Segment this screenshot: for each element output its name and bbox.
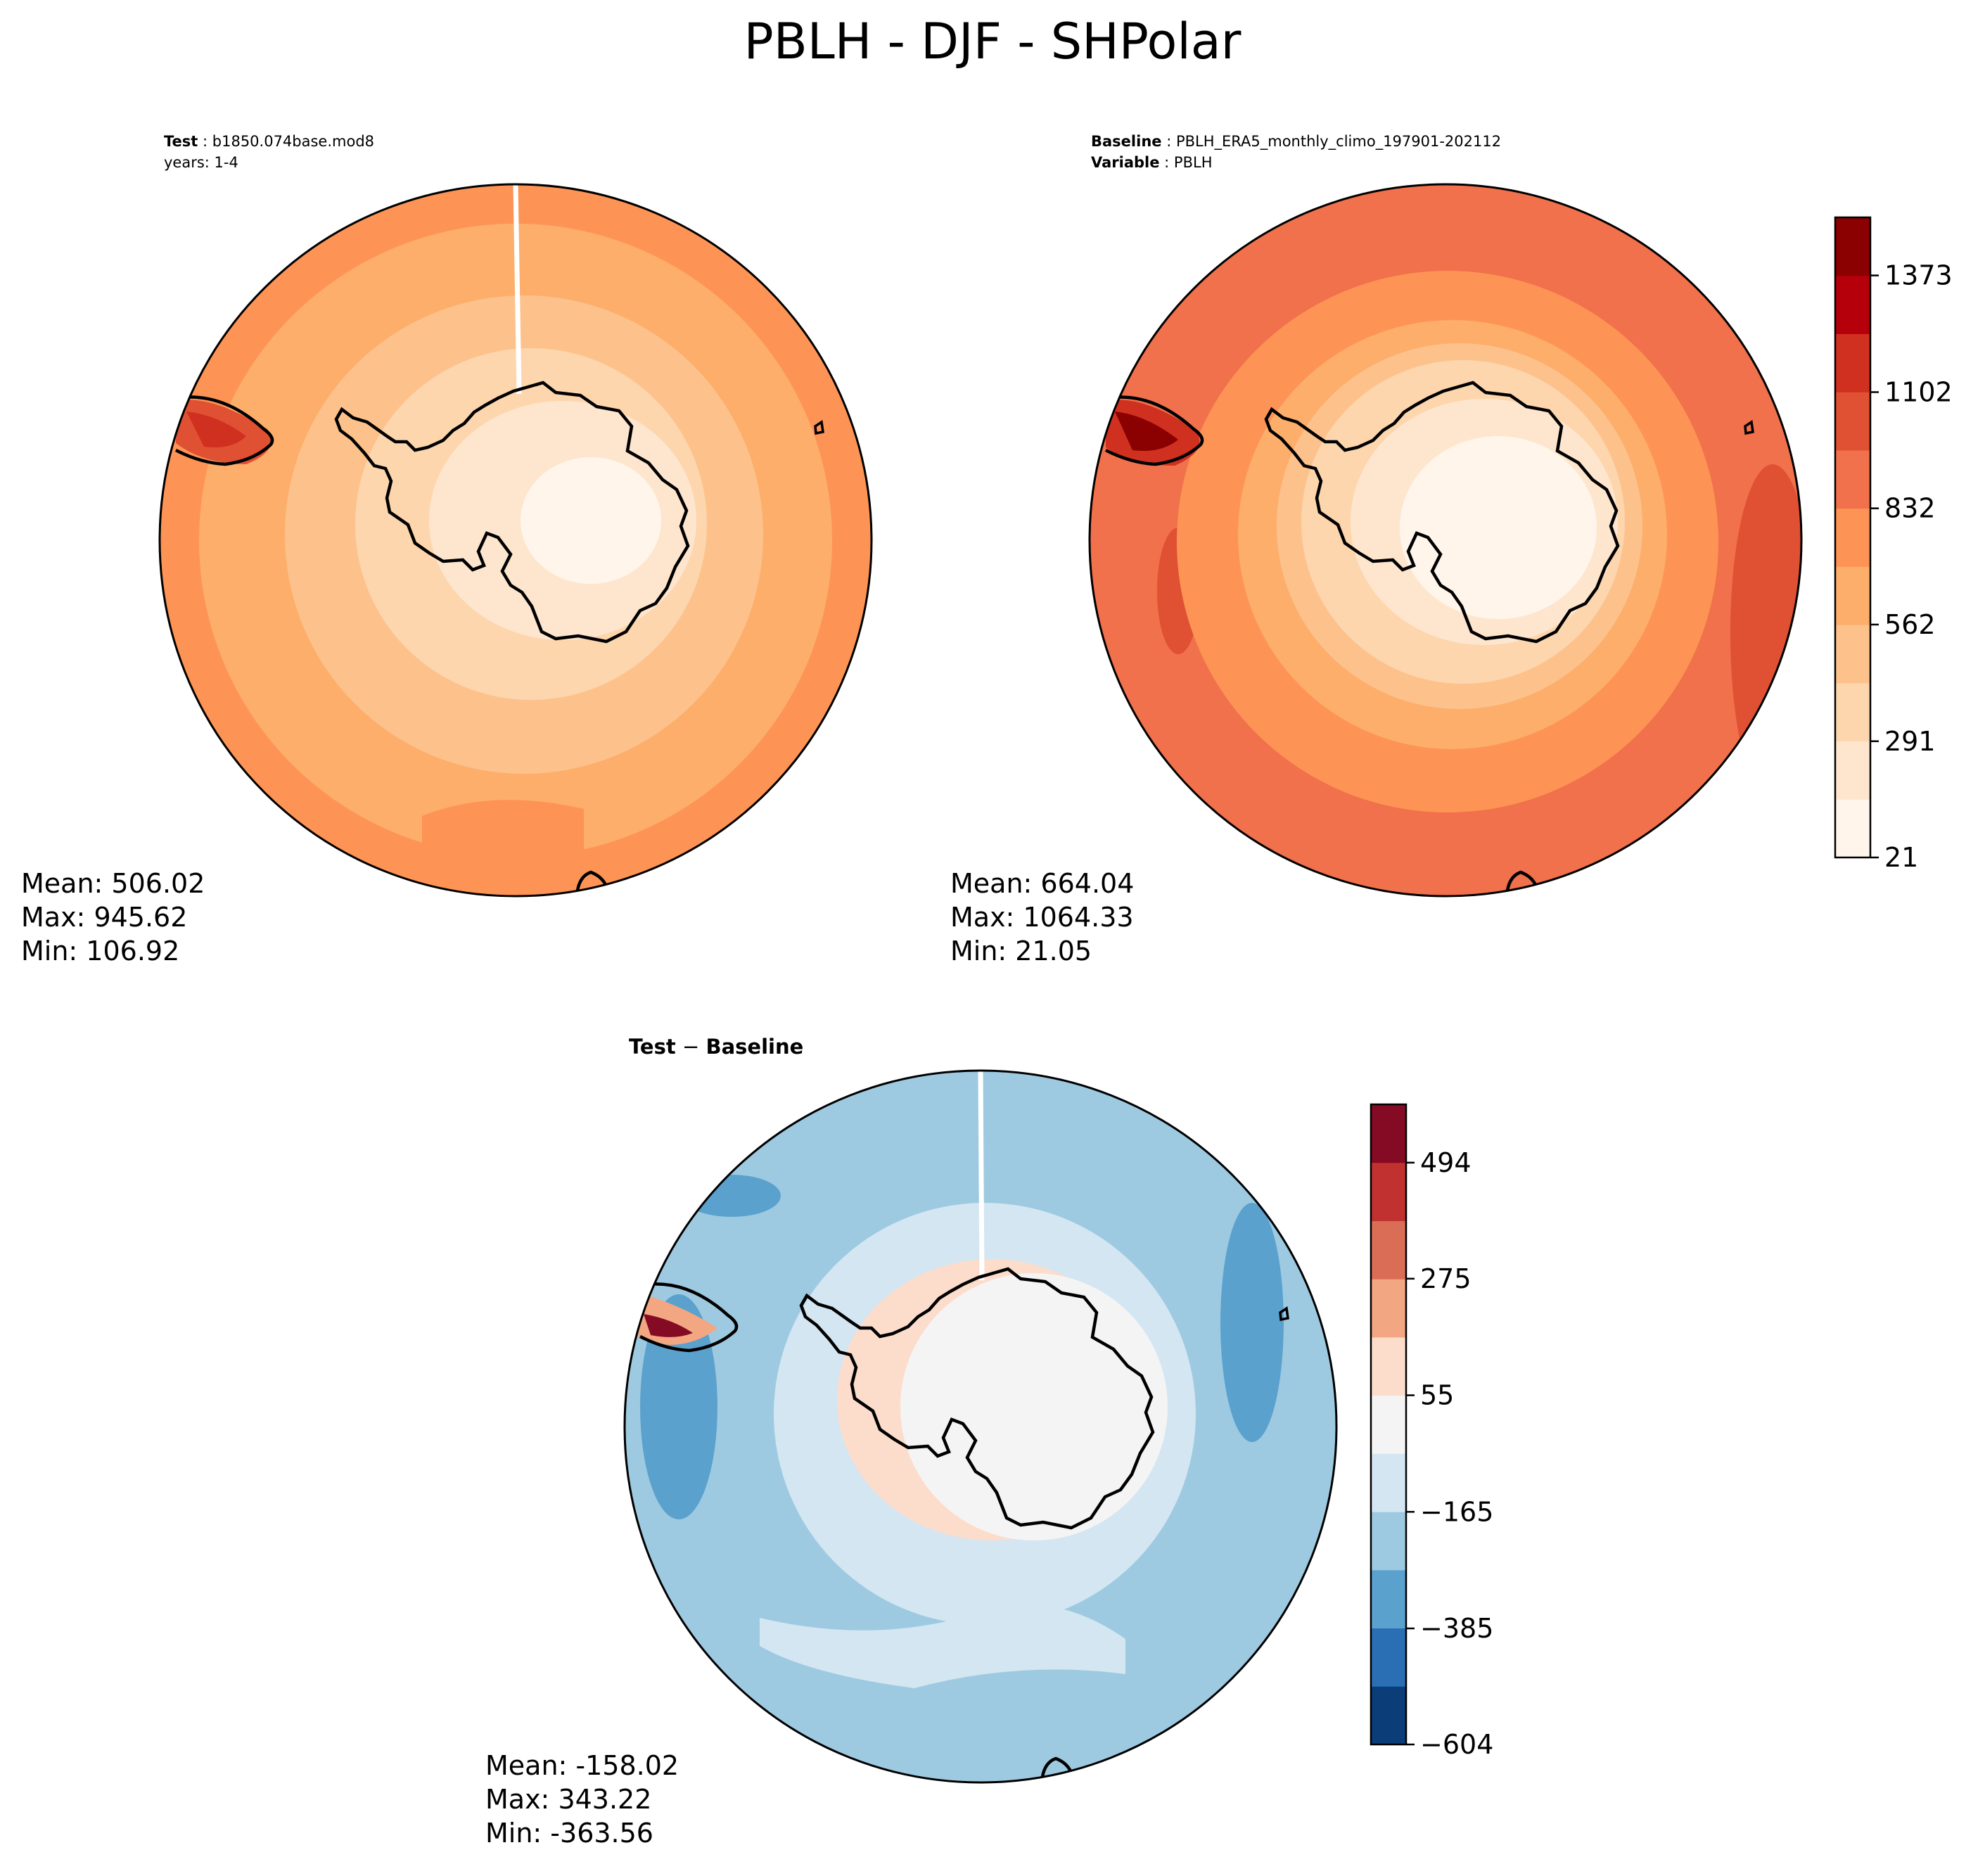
baseline-case-name: PBLH_ERA5_monthly_climo_197901-202112: [1175, 133, 1502, 150]
test-fill-core: [521, 457, 661, 584]
difference-seam: [978, 1071, 985, 1281]
difference-colorbar-level-2: [1371, 1569, 1406, 1629]
difference-map: [623, 1069, 1338, 1784]
baseline-colorbar-tick-label: 21: [1884, 842, 1918, 873]
difference-fill-core: [900, 1273, 1168, 1540]
variable-label: Variable: [1091, 154, 1160, 171]
baseline-colorbar: 21 291 562 832 1102 1373: [1834, 216, 1953, 873]
test-map: [158, 183, 873, 898]
baseline-colorbar-level-5: [1835, 508, 1870, 567]
difference-colorbar-level-3: [1371, 1512, 1406, 1571]
baseline-label: Baseline: [1091, 133, 1162, 150]
test-map-border: [158, 183, 873, 898]
difference-south-america-coast: [639, 1282, 739, 1353]
baseline-colorbar-level-8: [1835, 333, 1870, 393]
baseline-colorbar-level-3: [1835, 625, 1870, 684]
baseline-colorbar-level-7: [1835, 392, 1870, 451]
baseline-colorbar-level-0: [1835, 799, 1870, 858]
difference-colorbar-tick-label: 494: [1420, 1147, 1472, 1178]
difference-colorbar-tick-label: 275: [1420, 1263, 1472, 1294]
baseline-colorbar-tick-label: 1102: [1884, 376, 1953, 407]
baseline-mean: Mean: 664.04: [950, 868, 1135, 899]
baseline-map-border: [1088, 183, 1803, 898]
test-years: years: 1-4: [164, 154, 238, 171]
baseline-stats: Mean: 664.04 Max: 1064.33 Min: 21.05: [950, 867, 1134, 968]
difference-colorbar-level-9: [1371, 1162, 1406, 1221]
difference-colorbar-tick-label: −165: [1420, 1496, 1493, 1527]
baseline-map: [1088, 183, 1803, 898]
baseline-colorbar-border: [1834, 216, 1872, 859]
difference-stats: Mean: -158.02 Max: 343.22 Min: -363.56: [485, 1749, 679, 1850]
baseline-min: Min: 21.05: [950, 936, 1092, 966]
difference-colorbar-level-5: [1371, 1395, 1406, 1454]
test-max: Max: 945.62: [21, 902, 188, 933]
baseline-fill-core: [1400, 436, 1597, 619]
difference-colorbar-level-7: [1371, 1279, 1406, 1338]
baseline-colorbar-level-1: [1835, 741, 1870, 800]
difference-min: Min: -363.56: [485, 1818, 653, 1849]
figure-title: PBLH - DJF - SHPolar: [743, 13, 1242, 70]
difference-colorbar-level-8: [1371, 1220, 1406, 1280]
baseline-colorbar-level-2: [1835, 682, 1870, 742]
difference-max: Max: 343.22: [485, 1784, 652, 1815]
baseline-max: Max: 1064.33: [950, 902, 1134, 933]
variable-value: PBLH: [1173, 154, 1213, 171]
baseline-colorbar-tick-label: 832: [1884, 493, 1936, 524]
baseline-colorbar-level-9: [1835, 275, 1870, 334]
baseline-colorbar-level-10: [1835, 217, 1870, 276]
test-south-america-coast: [174, 395, 274, 466]
test-mean: Mean: 506.02: [21, 868, 205, 899]
difference-colorbar-level-1: [1371, 1628, 1406, 1687]
test-label: Test: [164, 133, 198, 150]
test-case-name: b1850.074base.mod8: [212, 133, 375, 150]
test-min: Min: 106.92: [21, 936, 180, 966]
difference-colorbar-border: [1370, 1103, 1408, 1746]
baseline-colorbar-tick-label: 291: [1884, 726, 1936, 757]
difference-colorbar-tick-label: 55: [1420, 1380, 1454, 1411]
baseline-colorbar-tick-label: 562: [1884, 609, 1936, 640]
baseline-south-america-coast: [1104, 395, 1204, 466]
baseline-subtitle: Baseline : PBLH_ERA5_monthly_climo_19790…: [1091, 133, 1502, 171]
test-stats: Mean: 506.02 Max: 945.62 Min: 106.92: [21, 867, 205, 968]
difference-title: Test − Baseline: [629, 1035, 803, 1059]
difference-colorbar-level-0: [1371, 1686, 1406, 1745]
baseline-colorbar-tick-label: 1373: [1884, 260, 1953, 291]
difference-colorbar-level-10: [1371, 1104, 1406, 1163]
difference-colorbar-level-6: [1371, 1336, 1406, 1396]
difference-colorbar: −604 −385 −165 55 275 494: [1370, 1103, 1493, 1760]
difference-colorbar-tick-label: −604: [1420, 1729, 1493, 1760]
baseline-colorbar-level-6: [1835, 449, 1870, 509]
difference-label-test: Test: [629, 1035, 676, 1059]
difference-colorbar-tick-label: −385: [1420, 1613, 1493, 1644]
test-subtitle: Test : b1850.074base.mod8 years: 1-4: [164, 131, 374, 173]
difference-hotspot: [626, 1291, 717, 1345]
difference-colorbar-level-4: [1371, 1453, 1406, 1512]
difference-minus: −: [675, 1035, 706, 1059]
difference-label-baseline: Baseline: [706, 1035, 804, 1059]
difference-mean: Mean: -158.02: [485, 1750, 679, 1781]
test-seam: [513, 184, 522, 395]
baseline-colorbar-level-4: [1835, 566, 1870, 625]
difference-map-border: [623, 1069, 1338, 1784]
